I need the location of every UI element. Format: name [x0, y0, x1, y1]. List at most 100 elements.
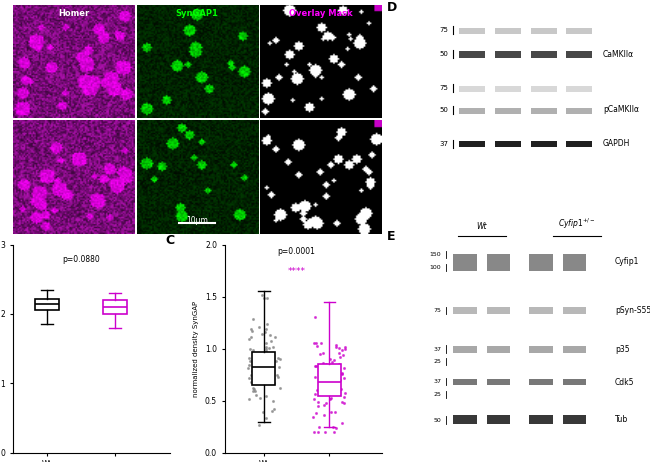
- Point: [314, 366, 324, 374]
- Text: 50: 50: [434, 418, 441, 423]
- Point: [309, 339, 320, 346]
- Text: 100: 100: [430, 265, 441, 270]
- Point: [268, 397, 278, 404]
- Bar: [529, 415, 553, 424]
- Point: [320, 360, 331, 368]
- Bar: [530, 86, 556, 92]
- Point: [250, 360, 260, 367]
- Point: [313, 398, 323, 405]
- Point: [246, 371, 256, 379]
- Bar: [495, 141, 521, 147]
- Point: [310, 374, 320, 381]
- Bar: [495, 29, 521, 34]
- Point: [248, 385, 259, 392]
- Point: [250, 387, 260, 395]
- Point: [333, 361, 344, 368]
- Bar: [529, 346, 553, 353]
- Point: [246, 378, 256, 386]
- Bar: [529, 379, 553, 385]
- Bar: [563, 415, 586, 424]
- Bar: [460, 29, 486, 34]
- Point: [313, 384, 324, 392]
- Bar: [566, 51, 592, 58]
- Point: [315, 351, 325, 358]
- Point: [259, 328, 270, 336]
- Point: [324, 395, 335, 402]
- Point: [244, 374, 254, 381]
- Bar: [530, 29, 556, 34]
- Point: [254, 380, 265, 387]
- Point: [331, 425, 341, 432]
- Point: [339, 399, 350, 406]
- Point: [244, 361, 254, 368]
- Point: [261, 339, 271, 346]
- Point: [337, 346, 347, 353]
- Bar: [563, 307, 586, 315]
- Point: [272, 374, 283, 381]
- Point: [324, 366, 335, 374]
- Point: [261, 414, 271, 422]
- Point: [248, 315, 258, 322]
- Text: Cyfip1: Cyfip1: [615, 257, 640, 266]
- Point: [325, 389, 335, 397]
- Point: [267, 377, 278, 385]
- Point: [315, 377, 325, 385]
- Text: Wt: Wt: [476, 222, 487, 231]
- Point: [318, 401, 329, 409]
- Point: [327, 358, 337, 365]
- PathPatch shape: [318, 364, 341, 395]
- Point: [245, 333, 255, 340]
- Point: [337, 419, 347, 427]
- Point: [311, 410, 321, 417]
- Point: [339, 374, 350, 382]
- Point: [333, 344, 344, 352]
- Point: [256, 374, 266, 382]
- Point: [309, 313, 320, 321]
- Text: 150: 150: [430, 252, 441, 257]
- Bar: [453, 307, 477, 315]
- Point: [332, 343, 342, 351]
- Point: [244, 346, 255, 353]
- Text: C: C: [165, 234, 174, 247]
- Point: [248, 384, 258, 391]
- Point: [322, 369, 333, 376]
- Point: [246, 326, 256, 333]
- Point: [260, 368, 270, 376]
- Point: [250, 391, 261, 399]
- Text: 75: 75: [434, 308, 441, 313]
- Text: 10μm: 10μm: [187, 216, 208, 225]
- Point: [324, 382, 334, 389]
- Bar: [530, 108, 556, 114]
- Point: [266, 358, 277, 365]
- Point: [259, 360, 269, 368]
- Text: $\it{Cyfip1}$$^{+/-}$: $\it{Cyfip1}$$^{+/-}$: [558, 216, 596, 231]
- Point: [257, 352, 268, 359]
- Point: [254, 323, 264, 330]
- Text: 50: 50: [439, 51, 448, 57]
- Point: [328, 363, 338, 370]
- Point: [265, 337, 276, 344]
- Point: [334, 350, 345, 357]
- Text: p=0.0880: p=0.0880: [62, 255, 100, 264]
- Text: CaMKIIα: CaMKIIα: [603, 50, 634, 59]
- Bar: [460, 51, 486, 58]
- Point: [317, 375, 328, 382]
- Point: [244, 335, 254, 342]
- Point: [262, 374, 272, 381]
- Point: [329, 357, 339, 364]
- Point: [333, 365, 343, 372]
- Point: [260, 378, 270, 385]
- Point: [244, 357, 255, 365]
- Point: [316, 339, 326, 346]
- Bar: [529, 307, 553, 315]
- Point: [255, 394, 265, 401]
- Point: [252, 364, 263, 371]
- Point: [320, 428, 331, 436]
- Text: ****: ****: [287, 267, 306, 276]
- Point: [326, 408, 336, 415]
- Point: [266, 407, 277, 415]
- Point: [257, 369, 267, 376]
- Point: [311, 339, 321, 346]
- Bar: [566, 141, 592, 147]
- Point: [263, 345, 274, 352]
